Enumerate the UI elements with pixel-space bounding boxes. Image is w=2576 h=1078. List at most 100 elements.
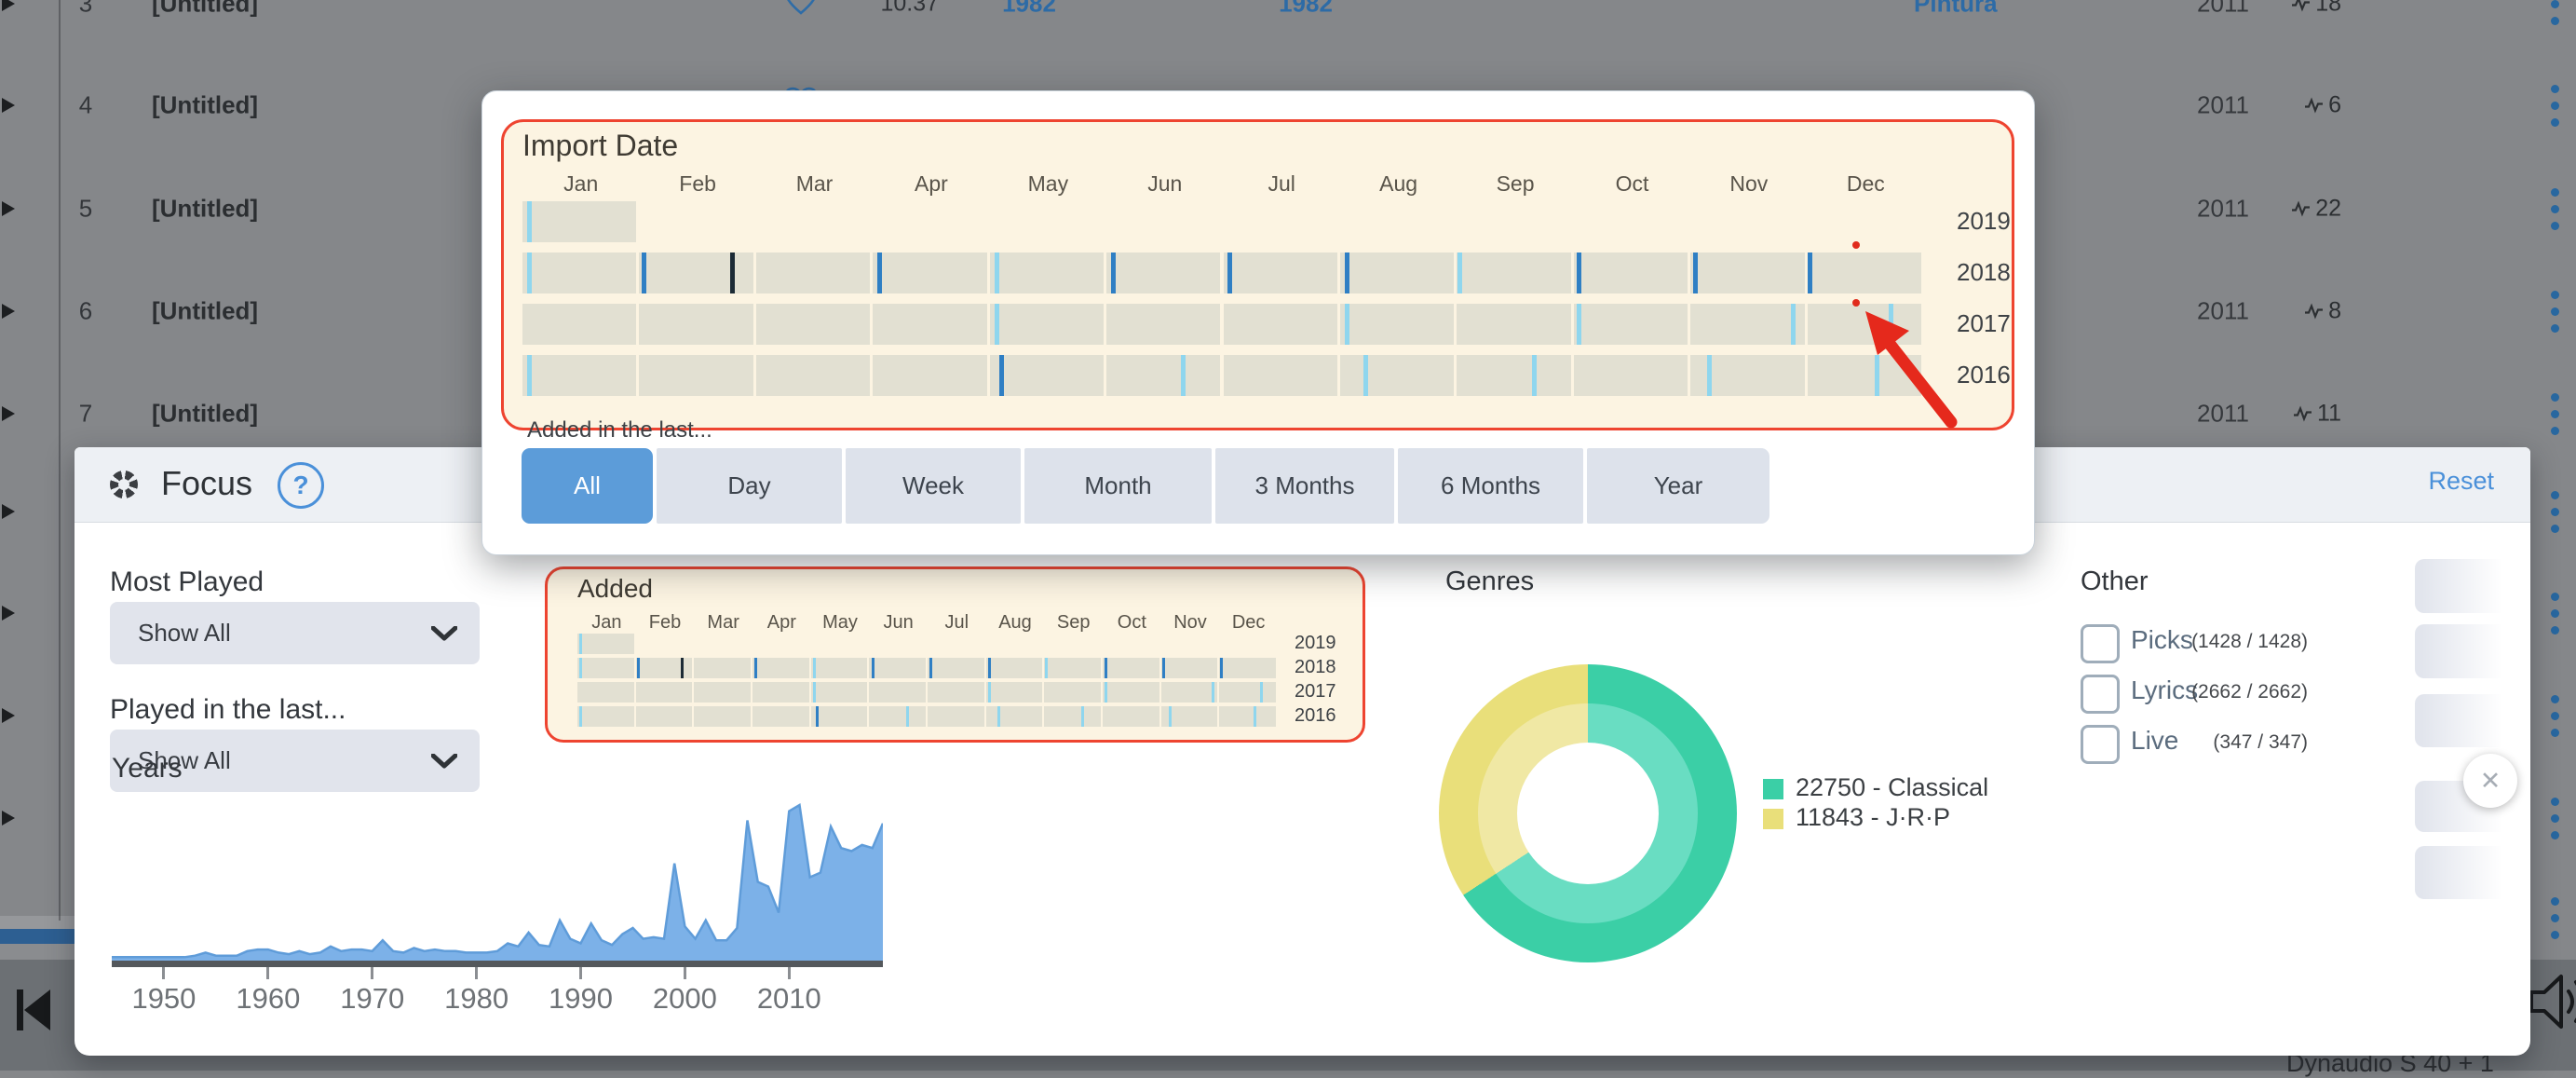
heatmap-cell[interactable] [985, 682, 1043, 703]
reset-button[interactable]: Reset [2428, 467, 2494, 495]
heatmap-cell[interactable] [810, 682, 868, 703]
play-triangle-icon[interactable] [2, 708, 15, 728]
heatmap-cell[interactable] [1223, 355, 1337, 396]
range-button-week[interactable]: Week [846, 448, 1021, 524]
heatmap-cell[interactable] [1339, 355, 1455, 396]
checkbox-live[interactable] [2081, 725, 2120, 764]
heatmap-cell[interactable] [639, 252, 753, 293]
heatmap-year-row[interactable] [577, 634, 1278, 654]
heatmap-cell[interactable] [1103, 658, 1159, 678]
row-menu-kebab-icon[interactable] [2551, 798, 2560, 839]
heatmap-cell[interactable] [1457, 252, 1571, 293]
row-menu-kebab-icon[interactable] [2551, 291, 2560, 333]
heatmap-cell[interactable] [577, 682, 634, 703]
heatmap-year-row[interactable] [577, 658, 1278, 678]
heatmap-cell[interactable] [1160, 658, 1218, 678]
heatmap-cell[interactable] [694, 658, 751, 678]
heatmap-cell[interactable] [873, 252, 987, 293]
heatmap-cell[interactable] [989, 304, 1105, 345]
legend-item[interactable]: 11843 - J·R·P [1796, 803, 1951, 831]
years-area-chart[interactable] [112, 794, 885, 967]
checkbox-label-lyrics[interactable]: Lyrics [2131, 675, 2199, 704]
heatmap-cell[interactable] [1219, 658, 1276, 678]
row-menu-kebab-icon[interactable] [2551, 695, 2560, 737]
heatmap-cell[interactable] [1573, 355, 1688, 396]
heatmap-cell[interactable] [1690, 252, 1805, 293]
heatmap-cell[interactable] [928, 706, 984, 727]
play-triangle-icon[interactable] [2, 504, 15, 524]
range-button-all[interactable]: All [522, 448, 653, 524]
heatmap-cell[interactable] [810, 658, 868, 678]
heatmap-cell[interactable] [1457, 304, 1571, 345]
heatmap-cell[interactable] [1457, 355, 1571, 396]
heatmap-cell[interactable] [1339, 252, 1455, 293]
heatmap-cell[interactable] [635, 682, 693, 703]
heatmap-year-row[interactable] [522, 304, 1924, 345]
heatmap-cell[interactable] [755, 355, 871, 396]
row-recording-year[interactable]: 1982 [1279, 0, 1333, 18]
row-menu-kebab-icon[interactable] [2551, 593, 2560, 635]
heatmap-cell[interactable] [1106, 355, 1221, 396]
heatmap-cell[interactable] [1573, 252, 1688, 293]
heatmap-cell[interactable] [522, 355, 637, 396]
heatmap-cell[interactable] [810, 706, 868, 727]
play-triangle-icon[interactable] [2, 0, 15, 16]
heatmap-cell[interactable] [639, 355, 753, 396]
heatmap-cell[interactable] [635, 658, 693, 678]
checkbox-lyrics[interactable] [2081, 675, 2120, 714]
heatmap-year-row[interactable] [522, 201, 1924, 242]
heatmap-year-row[interactable] [577, 706, 1278, 727]
heatmap-cell[interactable] [1807, 304, 1921, 345]
heatmap-cell[interactable] [1807, 252, 1921, 293]
heatmap-cell[interactable] [928, 682, 984, 703]
heatmap-cell[interactable] [1690, 304, 1805, 345]
heatmap-cell[interactable] [928, 658, 984, 678]
volume-speaker-icon[interactable] [2529, 973, 2576, 1030]
heatmap-cell[interactable] [694, 682, 751, 703]
legend-item[interactable]: 22750 - Classical [1796, 773, 1989, 801]
heatmap-cell[interactable] [1160, 682, 1218, 703]
heatmap-year-row[interactable] [522, 252, 1924, 293]
table-row[interactable]: 7 [Untitled] 2011 11 [0, 362, 2576, 465]
heart-icon[interactable] [784, 0, 818, 21]
table-row[interactable]: 5 [Untitled] 2011 22 [0, 157, 2576, 260]
heatmap-cell[interactable] [752, 682, 809, 703]
help-icon[interactable]: ? [278, 462, 324, 509]
heatmap-year-row[interactable] [577, 682, 1278, 703]
row-menu-kebab-icon[interactable] [2551, 393, 2560, 435]
heatmap-cell[interactable] [694, 706, 751, 727]
range-button-3-months[interactable]: 3 Months [1215, 448, 1394, 524]
heatmap-cell[interactable] [1219, 682, 1276, 703]
heatmap-cell[interactable] [1044, 658, 1101, 678]
heatmap-cell[interactable] [635, 706, 693, 727]
heatmap-cell[interactable] [1044, 706, 1101, 727]
heatmap-cell[interactable] [1573, 304, 1688, 345]
table-row[interactable]: 6 [Untitled] 2011 8 [0, 260, 2576, 362]
heatmap-cell[interactable] [1339, 304, 1455, 345]
row-menu-kebab-icon[interactable] [2551, 0, 2560, 25]
heatmap-cell[interactable] [755, 304, 871, 345]
close-panel-button[interactable]: ✕ [2463, 754, 2517, 808]
heatmap-cell[interactable] [985, 706, 1043, 727]
heatmap-cell[interactable] [1106, 252, 1221, 293]
row-genre-link[interactable]: Pintura [1914, 0, 1998, 18]
range-button-day[interactable]: Day [657, 448, 842, 524]
heatmap-cell[interactable] [577, 658, 634, 678]
table-row[interactable]: 3 [Untitled] 10.37 1982 1982 Pintura 2011 18 [0, 0, 2576, 55]
play-triangle-icon[interactable] [2, 406, 15, 426]
heatmap-cell[interactable] [577, 706, 634, 727]
range-button-6-months[interactable]: 6 Months [1398, 448, 1583, 524]
heatmap-cell[interactable] [1160, 706, 1218, 727]
heatmap-cell[interactable] [1103, 682, 1159, 703]
heatmap-cell[interactable] [639, 304, 753, 345]
heatmap-cell[interactable] [522, 252, 637, 293]
row-menu-kebab-icon[interactable] [2551, 897, 2560, 939]
heatmap-cell[interactable] [755, 252, 871, 293]
heatmap-cell[interactable] [873, 355, 987, 396]
previous-track-button[interactable] [17, 989, 61, 1030]
play-triangle-icon[interactable] [2, 304, 15, 323]
heatmap-cell[interactable] [1223, 252, 1337, 293]
heatmap-cell[interactable] [1106, 304, 1221, 345]
heatmap-cell[interactable] [873, 304, 987, 345]
range-button-year[interactable]: Year [1587, 448, 1769, 524]
